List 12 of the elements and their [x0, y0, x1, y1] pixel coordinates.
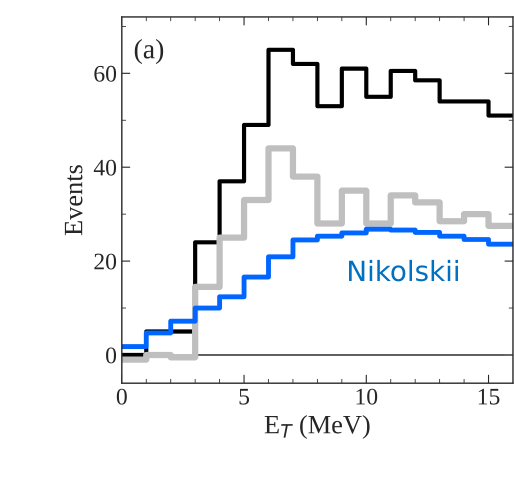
series-label: Nikolskii — [349, 260, 458, 282]
y-tick-label: 60 — [94, 66, 116, 82]
x-axis-title: E$_{T}$ (MeV) — [264, 414, 370, 439]
y-axis-title: Events — [64, 165, 82, 236]
x-tick-label: 5 — [240, 388, 250, 405]
y-tick-label: 40 — [94, 160, 116, 176]
x-tick-label: 0 — [116, 388, 127, 405]
annotation: (a) — [134, 38, 164, 64]
x-tick-label: 10 — [356, 388, 378, 405]
x-tick-label: 15 — [478, 388, 500, 405]
y-tick-label: 0 — [106, 347, 116, 364]
y-tick-label: 20 — [94, 254, 116, 270]
